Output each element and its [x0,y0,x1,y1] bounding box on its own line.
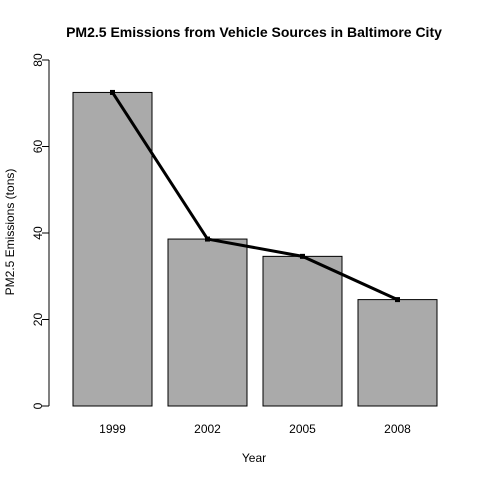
bar-2008 [357,299,438,407]
x-tick-labels: 1999 2002 2005 2008 [99,422,411,436]
trend-point-1999 [110,89,115,95]
y-tick-label: 0 [31,402,45,409]
x-tick-label: 2005 [289,422,316,436]
y-axis: 0 20 40 60 80 [31,53,50,409]
bar-1999 [72,91,153,407]
chart-title: PM2.5 Emissions from Vehicle Sources in … [66,24,442,40]
trend-point-2008 [395,297,400,303]
x-tick-label: 2008 [384,422,411,436]
bar-2005 [262,255,343,407]
x-axis-label: Year [242,451,266,465]
trend-line-group [110,89,400,303]
y-tick-label: 20 [31,313,45,327]
y-tick-label: 40 [31,226,45,240]
y-tick-label: 80 [31,53,45,67]
x-tick-label: 1999 [99,422,126,436]
trend-point-2005 [300,253,305,259]
y-axis-label: PM2.5 Emissions (tons) [3,169,17,296]
trend-line [111,91,399,301]
y-tick-label: 60 [31,140,45,154]
bar-2002 [167,238,248,407]
x-tick-label: 2002 [194,422,221,436]
trend-point-2002 [205,236,210,242]
